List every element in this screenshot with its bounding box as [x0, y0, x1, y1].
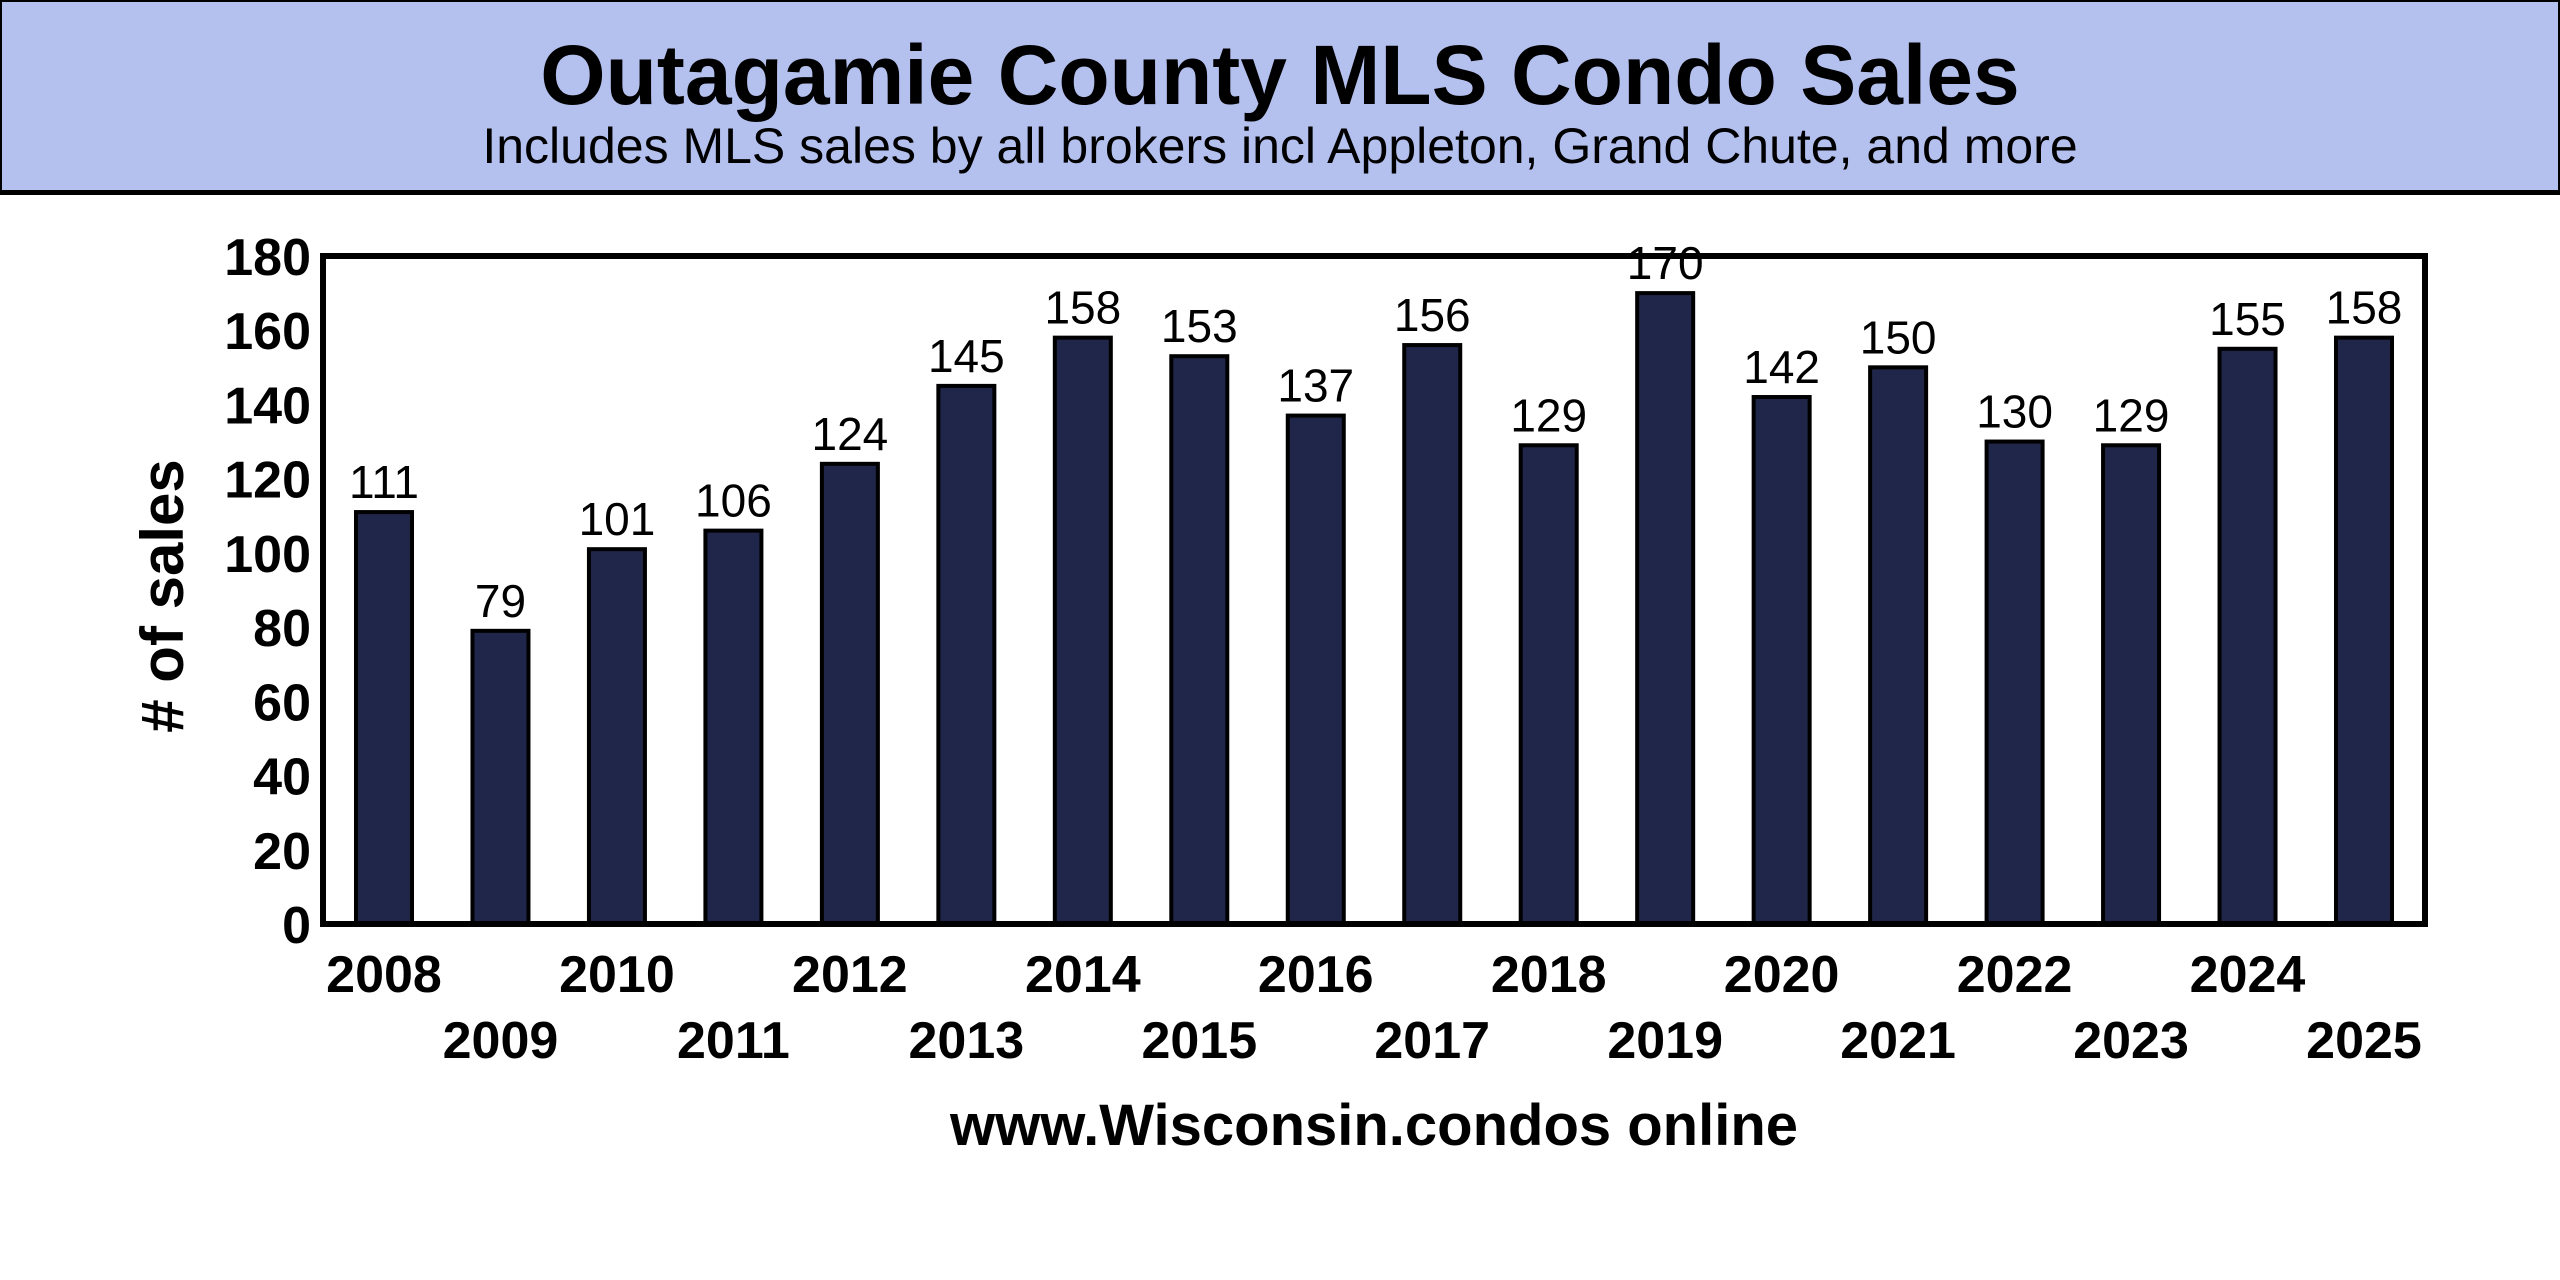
x-tick-label: 2024: [2190, 946, 2306, 1004]
x-tick-label: 2019: [1607, 1012, 1723, 1070]
data-label: 170: [1627, 237, 1704, 289]
x-tick-label: 2009: [443, 1012, 559, 1070]
x-tick-label: 2018: [1491, 946, 1607, 1004]
x-tick-label: 2012: [792, 946, 908, 1004]
data-label: 145: [928, 330, 1005, 382]
bar-2014: [1052, 335, 1113, 926]
title-banner: Outagamie County MLS Condo Sales Include…: [0, 0, 2560, 195]
y-axis-label: # of sales: [129, 459, 196, 733]
y-tick-label: 60: [253, 674, 311, 732]
data-label: 124: [812, 408, 889, 460]
y-tick-label: 140: [224, 377, 311, 435]
bar-2022: [1984, 439, 2045, 926]
data-label: 155: [2209, 293, 2286, 345]
y-tick-label: 180: [224, 229, 311, 287]
data-label: 158: [2326, 282, 2403, 334]
x-tick-label: 2013: [909, 1012, 1025, 1070]
bar-2012: [819, 461, 880, 926]
data-label: 129: [1510, 389, 1587, 441]
bar-2011: [703, 528, 764, 926]
data-label: 130: [1976, 386, 2053, 438]
x-axis-label: www.Wisconsin.condos online: [949, 1093, 1798, 1158]
x-tick-label: 2011: [677, 1012, 790, 1070]
data-label: 111: [349, 456, 419, 508]
y-tick-label: 160: [224, 303, 311, 361]
data-label: 129: [2093, 389, 2170, 441]
x-tick-label: 2022: [1957, 946, 2073, 1004]
bar-2020: [1751, 395, 1812, 926]
x-tick-label: 2023: [2073, 1012, 2189, 1070]
x-tick-label: 2020: [1724, 946, 1840, 1004]
x-tick-label: 2015: [1141, 1012, 1257, 1070]
x-tick-label: 2010: [559, 946, 675, 1004]
bar-2016: [1285, 413, 1346, 926]
data-label: 101: [579, 493, 656, 545]
chart-subtitle: Includes MLS sales by all brokers incl A…: [482, 118, 2078, 174]
bar-2025: [2334, 335, 2394, 926]
data-label: 156: [1394, 289, 1471, 341]
bar-2017: [1402, 343, 1463, 927]
x-tick-label: 2021: [1840, 1012, 1956, 1070]
x-tick-label: 2016: [1258, 946, 1374, 1004]
bar-2015: [1169, 354, 1230, 926]
x-tick-label: 2008: [326, 946, 442, 1004]
y-tick-label: 20: [253, 823, 311, 881]
x-tick-label: 2025: [2306, 1012, 2422, 1070]
data-label: 150: [1860, 311, 1937, 363]
bar-2019: [1635, 291, 1696, 927]
data-label: 79: [475, 575, 526, 627]
y-tick-label: 0: [282, 897, 311, 955]
chart-title: Outagamie County MLS Condo Sales: [540, 28, 2020, 122]
x-tick-label: 2017: [1374, 1012, 1490, 1070]
y-tick-label: 100: [224, 526, 311, 584]
y-tick-label: 120: [224, 452, 311, 510]
bar-2010: [586, 547, 647, 927]
bar-2021: [1868, 365, 1929, 927]
bar-2018: [1518, 443, 1579, 926]
bar-2009: [470, 628, 531, 926]
plot-frame: [320, 253, 2428, 927]
data-label: 137: [1277, 360, 1354, 412]
bar-2023: [2101, 443, 2162, 926]
bar-2008: [354, 510, 414, 926]
bar-2024: [2217, 346, 2278, 926]
y-tick-label: 40: [253, 749, 311, 807]
data-label: 158: [1044, 282, 1121, 334]
data-label: 153: [1161, 300, 1238, 352]
x-tick-label: 2014: [1025, 946, 1141, 1004]
data-label: 142: [1743, 341, 1820, 393]
data-label: 106: [695, 475, 772, 527]
y-tick-label: 80: [253, 600, 311, 658]
bar-2013: [936, 383, 997, 926]
